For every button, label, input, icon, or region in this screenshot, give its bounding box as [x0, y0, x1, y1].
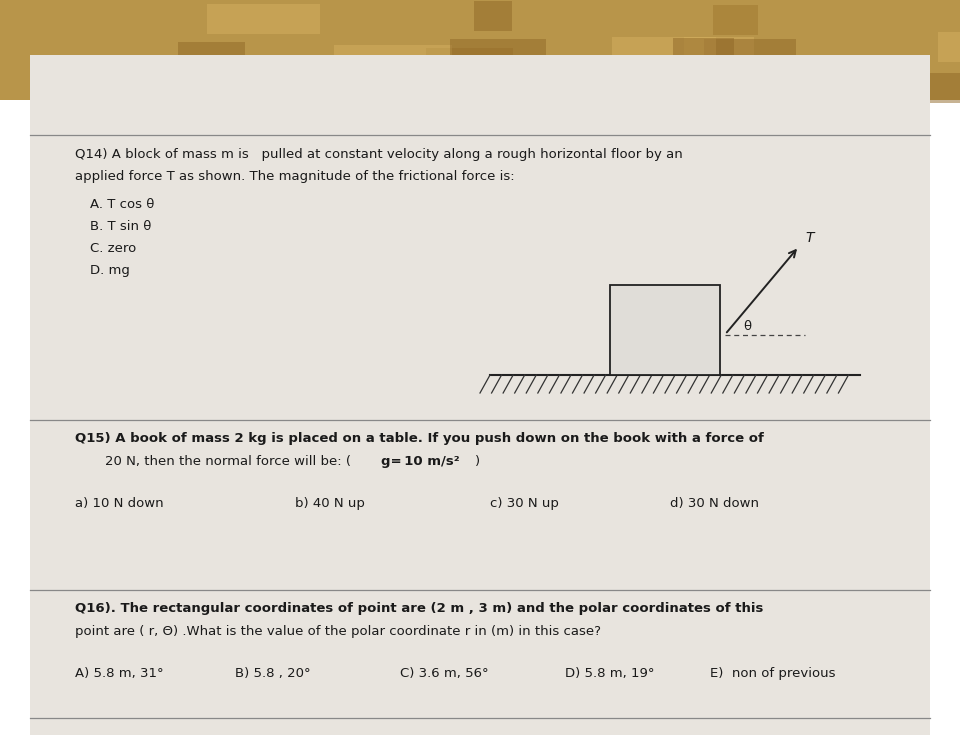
Text: = 10 m/s²: = 10 m/s² — [388, 455, 460, 468]
Bar — [178, 42, 245, 72]
Bar — [334, 45, 452, 75]
Text: 20 N, then the normal force will be: (: 20 N, then the normal force will be: ( — [105, 455, 351, 468]
Text: d) 30 N down: d) 30 N down — [670, 497, 759, 510]
Text: a) 10 N down: a) 10 N down — [75, 497, 163, 510]
Text: Q16). The rectangular coordinates of point are (2 m , 3 m) and the polar coordin: Q16). The rectangular coordinates of poi… — [75, 602, 763, 615]
Text: A. T cos θ: A. T cos θ — [90, 198, 155, 211]
Text: B. T sin θ: B. T sin θ — [90, 220, 152, 233]
Text: D. mg: D. mg — [90, 264, 130, 277]
Bar — [713, 5, 758, 35]
Bar — [257, 85, 324, 115]
Bar — [207, 4, 320, 34]
Text: point are ( r, Θ) .What is the value of the polar coordinate r in (m) in this ca: point are ( r, Θ) .What is the value of … — [75, 625, 601, 638]
Bar — [727, 69, 844, 99]
Text: Q15) A book of mass 2 kg is placed on a table. If you push down on the book with: Q15) A book of mass 2 kg is placed on a … — [75, 432, 764, 445]
Bar — [0, 0, 960, 100]
Text: θ: θ — [743, 320, 751, 333]
Bar — [612, 37, 716, 67]
Bar — [474, 1, 512, 31]
Text: g: g — [380, 455, 390, 468]
Text: B) 5.8 , 20°: B) 5.8 , 20° — [235, 667, 311, 680]
Text: T: T — [804, 231, 813, 245]
Bar — [684, 37, 754, 67]
Text: Q14) A block of mass m is   pulled at constant velocity along a rough horizontal: Q14) A block of mass m is pulled at cons… — [75, 148, 683, 161]
Text: E)  non of previous: E) non of previous — [710, 667, 835, 680]
Bar — [704, 39, 796, 69]
Bar — [175, 67, 259, 97]
Bar — [870, 73, 960, 103]
Bar — [673, 38, 734, 68]
Bar — [938, 32, 960, 62]
Bar — [853, 79, 918, 109]
Text: applied force T as shown. The magnitude of the frictional force is:: applied force T as shown. The magnitude … — [75, 170, 515, 183]
Bar — [426, 48, 513, 78]
Bar — [44, 68, 120, 98]
Bar — [610, 285, 720, 375]
Text: C. zero: C. zero — [90, 242, 136, 255]
Text: c) 30 N up: c) 30 N up — [490, 497, 559, 510]
Bar — [450, 39, 546, 69]
Text: b) 40 N up: b) 40 N up — [295, 497, 365, 510]
Text: A) 5.8 m, 31°: A) 5.8 m, 31° — [75, 667, 163, 680]
Bar — [102, 68, 152, 98]
Text: C) 3.6 m, 56°: C) 3.6 m, 56° — [400, 667, 489, 680]
Text: D) 5.8 m, 19°: D) 5.8 m, 19° — [565, 667, 655, 680]
Text: ): ) — [475, 455, 480, 468]
Bar — [619, 72, 690, 102]
